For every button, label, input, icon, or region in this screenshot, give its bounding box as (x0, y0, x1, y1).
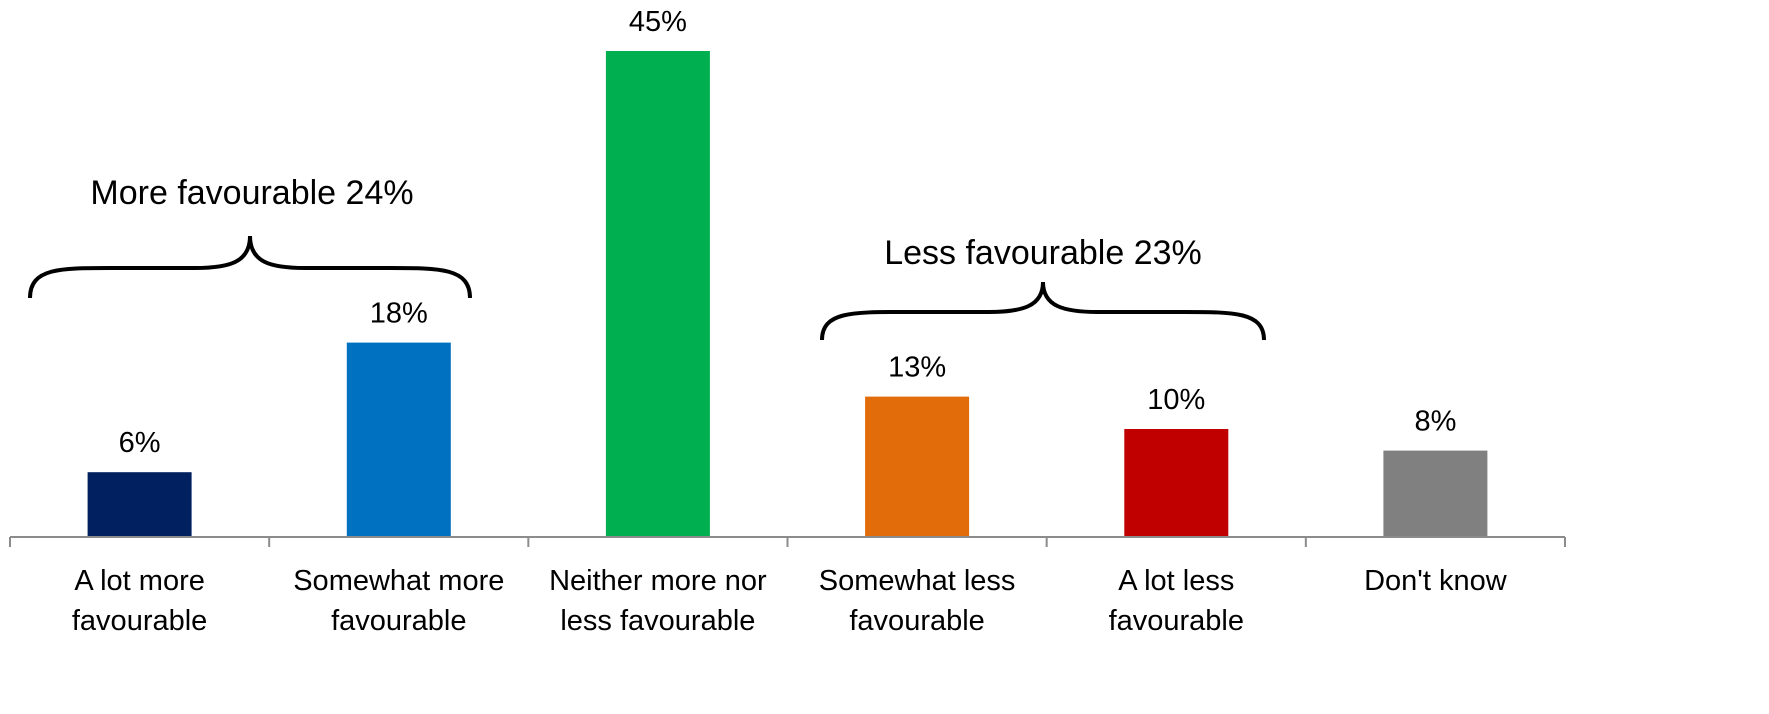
more-favourable-label: More favourable 24% (90, 174, 413, 212)
value-labels-layer: 6% 18% 45% 13% 10% 8% (119, 6, 1457, 459)
bar (1124, 429, 1229, 537)
value-label: 45% (629, 6, 687, 38)
category-label: A lot less (1118, 565, 1234, 597)
category-label: favourable (1109, 605, 1244, 637)
less-favourable-label: Less favourable 23% (884, 234, 1202, 272)
category-label: Neither more nor (549, 565, 767, 597)
x-axis (9, 536, 1566, 547)
category-label: favourable (72, 605, 207, 637)
category-label: Somewhat more (293, 565, 504, 597)
bar (87, 472, 192, 537)
bar (605, 51, 710, 537)
more-favourable-brace (28, 235, 472, 299)
bar (1383, 450, 1488, 537)
category-label: Somewhat less (819, 565, 1016, 597)
value-label: 18% (370, 298, 428, 330)
bar (865, 396, 970, 537)
bars-layer (87, 51, 1488, 537)
less-favourable-group: Less favourable 23% (820, 234, 1266, 341)
value-label: 6% (119, 427, 161, 459)
category-label: less favourable (560, 605, 755, 637)
value-label: 13% (888, 352, 946, 384)
category-label: Don't know (1364, 565, 1508, 597)
value-label: 10% (1147, 384, 1205, 416)
category-label: favourable (849, 605, 984, 637)
value-label: 8% (1414, 406, 1456, 438)
less-favourable-brace (820, 281, 1266, 341)
more-favourable-group: More favourable 24% (28, 174, 472, 299)
category-label: A lot more (74, 565, 205, 597)
bar (346, 342, 451, 537)
category-label: favourable (331, 605, 466, 637)
category-labels-layer: A lot more favourable Somewhat more favoura… (72, 565, 1508, 637)
